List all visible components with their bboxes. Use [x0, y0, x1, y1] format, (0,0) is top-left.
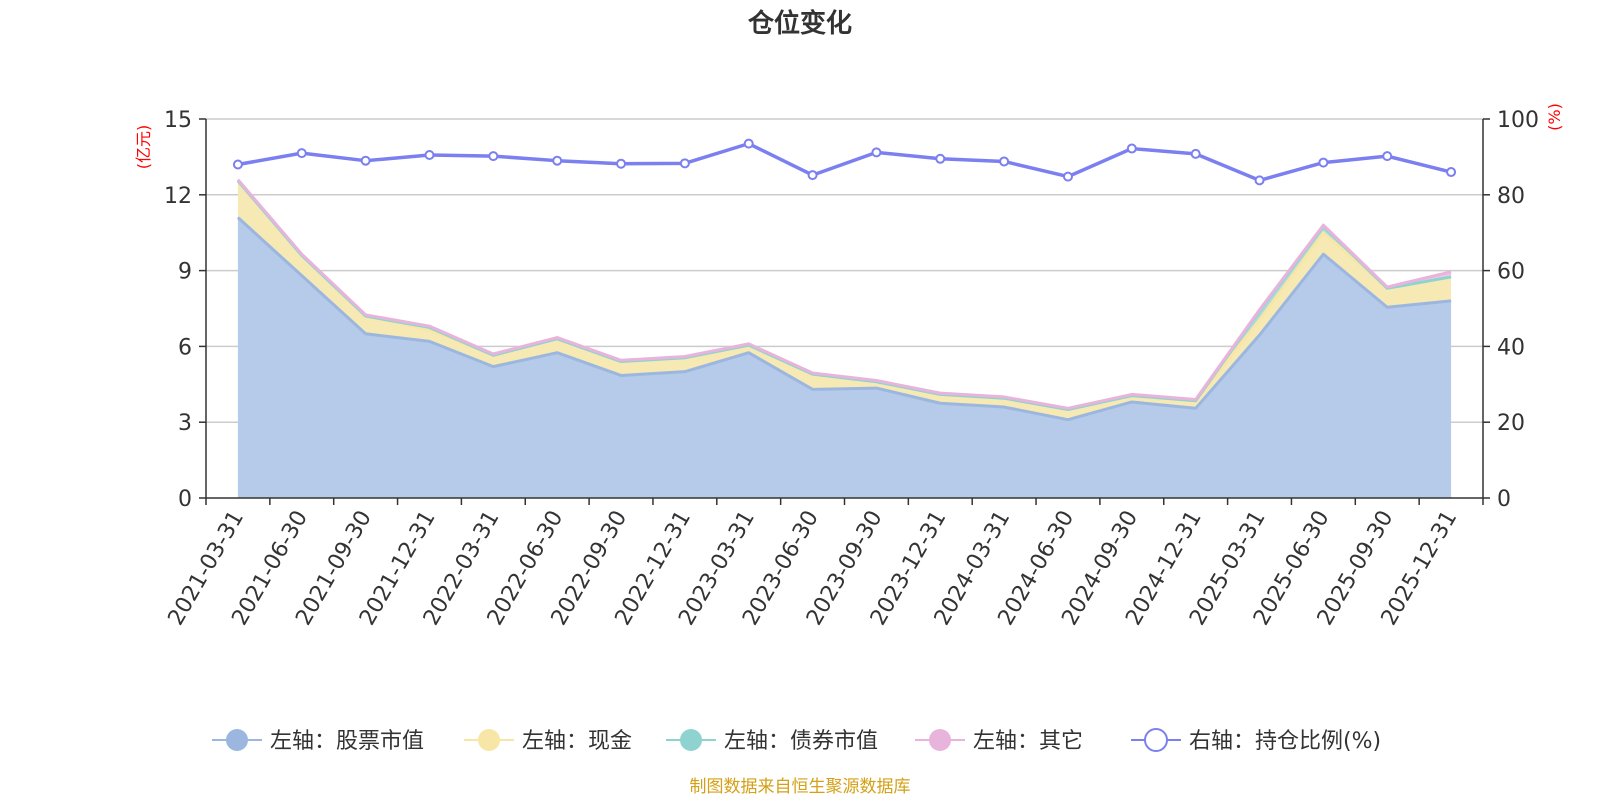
ratio-point	[232, 159, 243, 170]
ratio-point	[871, 147, 882, 158]
ratio-point	[679, 158, 690, 169]
ratio-point	[1318, 157, 1329, 168]
legend-item-4[interactable]: 右轴：持仓比例(%)	[1131, 728, 1381, 754]
legend-marker-icon	[929, 729, 951, 751]
ratio-point	[743, 138, 754, 149]
ratio-point	[1062, 171, 1073, 182]
chart-title: 仓位变化	[747, 8, 852, 39]
right-tick-label: 40	[1497, 335, 1525, 360]
right-tick-label: 20	[1497, 411, 1525, 436]
right-tick-label: 80	[1497, 184, 1525, 209]
legend-label: 左轴：股票市值	[270, 729, 424, 754]
ratio-line	[237, 141, 1452, 183]
area-series-0	[237, 217, 1452, 499]
ratio-point	[1382, 151, 1393, 162]
ratio-point	[1190, 148, 1201, 159]
legend-marker-icon	[226, 729, 248, 751]
position-ratio-line	[232, 138, 1457, 186]
legend-item-0[interactable]: 左轴：股票市值	[212, 729, 424, 754]
legend-marker-icon	[680, 729, 702, 751]
legend-label: 左轴：现金	[522, 729, 632, 754]
area-line-series-0	[236, 216, 1452, 422]
ratio-point	[999, 156, 1010, 167]
legend-item-2[interactable]: 左轴：债券市值	[666, 729, 878, 754]
ratio-point	[1254, 175, 1265, 186]
right-tick-label: 100	[1497, 108, 1539, 133]
left-tick-label: 3	[178, 411, 192, 436]
right-tick-label: 60	[1497, 260, 1525, 285]
legend-marker-icon	[478, 729, 500, 751]
ratio-point	[935, 153, 946, 164]
stacked-areas	[236, 178, 1452, 499]
ratio-point	[424, 150, 435, 161]
right-tick-label: 0	[1497, 487, 1511, 512]
ratio-point	[552, 155, 563, 166]
right-axis-unit: (%)	[1545, 103, 1564, 131]
ratio-point	[488, 151, 499, 162]
legend-item-3[interactable]: 左轴：其它	[915, 729, 1083, 754]
ratio-point	[360, 155, 371, 166]
left-axis-unit: (亿元)	[134, 125, 153, 170]
legend-label: 右轴：持仓比例(%)	[1189, 729, 1381, 754]
left-tick-label: 9	[178, 260, 192, 285]
left-tick-label: 12	[164, 184, 192, 209]
left-tick-label: 0	[178, 487, 192, 512]
ratio-point	[296, 148, 307, 159]
legend-label: 左轴：债券市值	[724, 729, 878, 754]
legend: 左轴：股票市值 左轴：现金 左轴：债券市值 左轴：其它 右轴：持仓比例(%)	[212, 728, 1381, 754]
area-line-series-3	[236, 178, 1452, 410]
data-source-note: 制图数据来自恒生聚源数据库	[690, 777, 911, 797]
legend-item-1[interactable]: 左轴：现金	[464, 729, 632, 754]
left-tick-label: 15	[164, 108, 192, 133]
ratio-point	[1446, 167, 1457, 178]
ratio-point	[1126, 143, 1137, 154]
left-tick-label: 6	[178, 335, 192, 360]
legend-marker-icon	[1144, 728, 1168, 752]
legend-label: 左轴：其它	[973, 729, 1083, 754]
ratio-point	[616, 158, 627, 169]
ratio-point	[807, 170, 818, 181]
